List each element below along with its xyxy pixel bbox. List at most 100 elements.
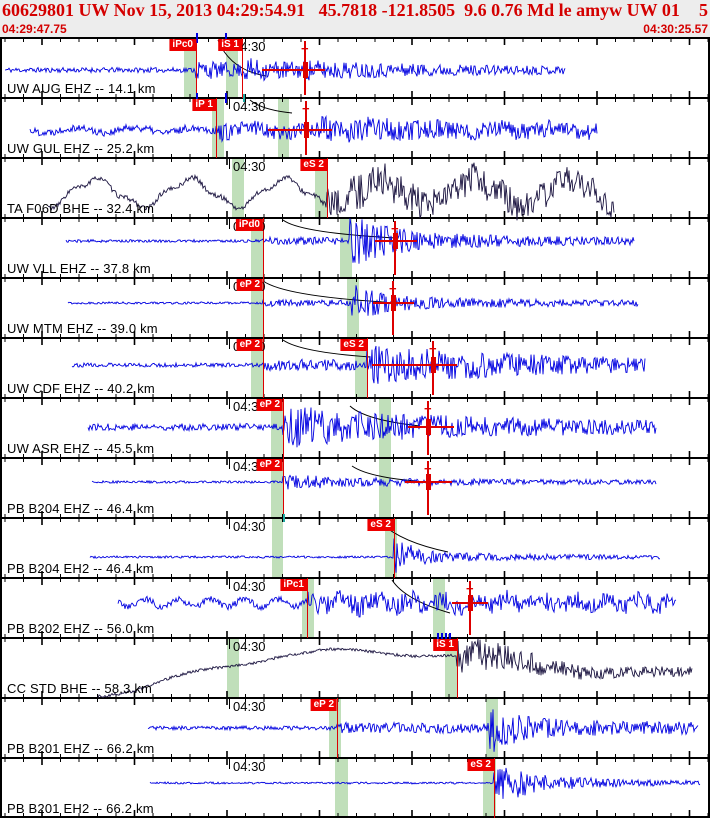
phase-flag[interactable]: iPc1 [280,578,307,591]
minute-label: 04:30 [233,519,266,534]
time-axis-minor-ticks [4,38,709,817]
phase-pick-line[interactable] [241,38,243,98]
pick-uncertainty-band [227,638,239,698]
minute-tick [229,158,230,169]
coda-marker-handle[interactable] [390,295,396,311]
predicted-phase-tick [243,94,245,102]
pick-boundary-tick [225,33,227,43]
minute-label: 04:30 [233,759,266,774]
station-label: CC STD BHE -- 58.3 km [7,681,153,696]
phase-flag[interactable]: eS 2 [367,518,394,531]
traveltime-curve [249,99,293,114]
minute-tick [229,278,230,289]
phase-pick-line[interactable] [262,218,264,278]
coda-marker-handle[interactable] [303,122,309,138]
station-label: PB B202 EHZ -- 56.0 km [7,621,155,636]
phase-flag[interactable]: iS 1 [218,38,242,51]
seismogram-trace[interactable] [71,345,646,384]
station-label: UW AUG EHZ -- 14.1 km [7,81,156,96]
coda-marker-handle[interactable] [467,595,473,611]
coda-plus-mark: + [301,41,309,56]
seismogram-trace[interactable] [87,407,657,448]
seismogram-trace[interactable] [29,114,598,143]
traveltime-curve [282,219,398,239]
coda-marker-handle[interactable] [430,357,436,373]
seismogram-trace[interactable] [117,589,677,618]
minute-tick [229,758,230,769]
minute-tick [229,578,230,589]
seismogram-trace[interactable] [149,767,701,799]
seismogram-trace[interactable] [91,474,657,490]
phase-pick-line[interactable] [336,698,338,758]
seismogram-trace[interactable] [47,162,615,221]
pick-uncertainty-band [212,98,224,158]
phase-flag[interactable]: eP 2 [256,398,283,411]
seismogram-trace[interactable] [89,538,661,573]
minute-tick [229,98,230,109]
phase-pick-line[interactable] [282,398,284,458]
minute-tick [229,638,230,649]
pick-boundary-tick [196,33,198,43]
phase-pick-line[interactable] [493,758,495,818]
phase-flag[interactable]: eP 2 [236,338,263,351]
pick-uncertainty-band [335,758,348,818]
phase-flag[interactable]: iPc0 [169,38,196,51]
phase-flag[interactable]: eS 2 [340,338,367,351]
seismogram-trace[interactable] [65,218,635,264]
phase-pick-line[interactable] [393,518,395,578]
phase-pick-line[interactable] [306,578,308,638]
pick-uncertainty-band [251,218,263,278]
pick-uncertainty-band [315,158,327,218]
phase-pick-line[interactable] [456,638,458,698]
station-label: PB B204 EH2 -- 46.4 km [7,561,154,576]
coda-marker-handle[interactable] [302,62,308,78]
phase-pick-line[interactable] [262,338,264,398]
seismogram-trace[interactable] [97,638,693,699]
pick-boundary-tick [441,633,443,643]
phase-flag[interactable]: eP 2 [310,698,337,711]
phase-flag[interactable]: eS 2 [467,758,494,771]
seismogram-trace[interactable] [67,285,639,316]
phase-pick-line[interactable] [195,38,197,98]
phase-flag[interactable]: iS 1 [433,638,457,651]
seismogram-trace[interactable] [5,58,566,82]
time-axis-major-ticks [41,38,691,817]
phase-pick-line[interactable] [366,338,368,398]
seismogram-trace[interactable] [147,709,699,752]
phase-flag[interactable]: iP 1 [192,98,216,111]
station-label: UW GUL EHZ -- 25.2 km [7,141,155,156]
event-summary-text: 60629801 UW Nov 15, 2013 04:29:54.91 45.… [2,0,680,20]
coda-plus-mark: + [466,581,474,596]
coda-plus-mark: + [429,341,437,356]
minute-tick [229,518,230,529]
phase-flag[interactable]: eP 2 [256,458,283,471]
traveltime-curve [349,405,421,427]
station-label: UW CDF EHZ -- 40.2 km [7,381,155,396]
phase-pick-line[interactable] [262,278,264,338]
coda-marker-handle[interactable] [425,419,431,435]
traveltime-curve [282,339,371,358]
phase-flag[interactable]: eP 2 [236,278,263,291]
coda-marker-handle[interactable] [425,474,431,490]
minute-tick [229,698,230,709]
coda-marker-handle[interactable] [392,233,398,249]
phase-flag[interactable]: eS 2 [300,158,327,171]
phase-pick-line[interactable] [215,98,217,158]
pick-uncertainty-band [272,518,283,578]
minute-label: 04:30 [233,639,266,654]
phase-pick-line[interactable] [326,158,328,218]
minute-label: 04:30 [233,99,266,114]
coda-plus-mark: + [302,101,310,116]
minute-label: 04:30 [233,579,266,594]
coda-marker-bar [372,364,457,366]
minute-tick [229,338,230,349]
pick-boundary-tick [225,93,227,103]
pick-uncertainty-band [483,758,496,818]
station-label: PB B201 EH2 -- 66.2 km [7,801,154,816]
phase-flag[interactable]: iPd0 [235,218,263,231]
station-label: UW MTM EHZ -- 39.0 km [7,321,158,336]
phase-pick-line[interactable] [282,458,284,518]
pick-uncertainty-band [251,278,263,338]
